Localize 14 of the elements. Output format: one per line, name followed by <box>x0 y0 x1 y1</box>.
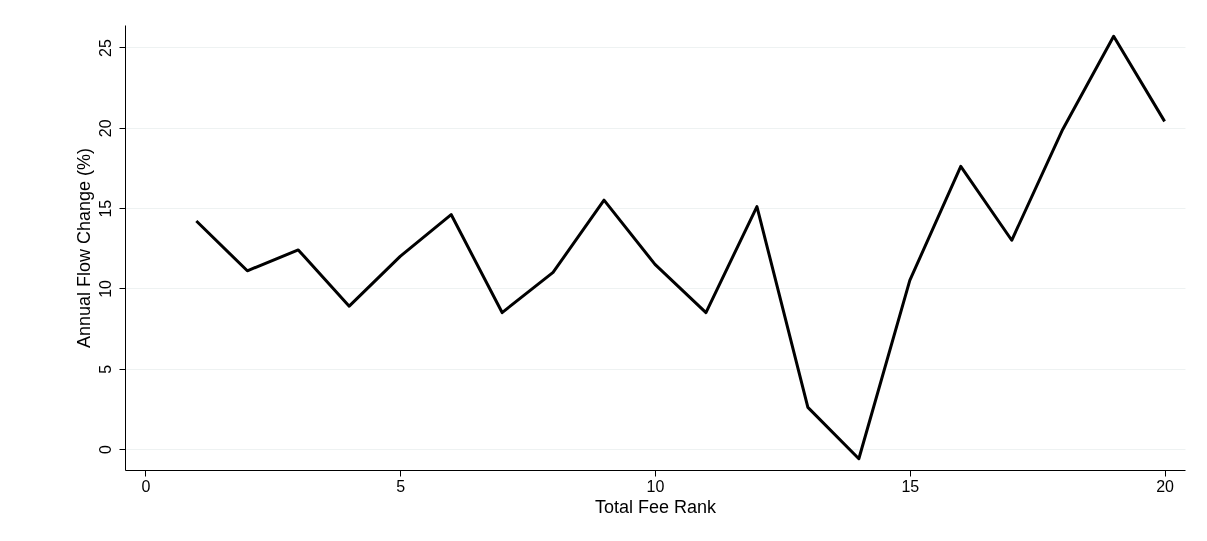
y-axis-title: Annual Flow Change (%) <box>73 147 94 349</box>
y-tick-label: 20 <box>96 119 114 138</box>
x-tick-label: 0 <box>141 477 151 495</box>
y-tick-label: 10 <box>96 279 114 298</box>
y-tick-label: 5 <box>96 364 114 374</box>
x-tick-label: 20 <box>1156 477 1175 495</box>
y-tick-label: 15 <box>96 199 114 218</box>
x-axis-title: Total Fee Rank <box>594 496 718 517</box>
x-tick-label: 10 <box>646 477 665 495</box>
x-tick-label: 15 <box>901 477 920 495</box>
line-series <box>194 34 1167 461</box>
x-tick-label: 5 <box>396 477 406 495</box>
y-tick-label: 25 <box>96 38 114 57</box>
y-tick-label: 0 <box>96 445 114 455</box>
